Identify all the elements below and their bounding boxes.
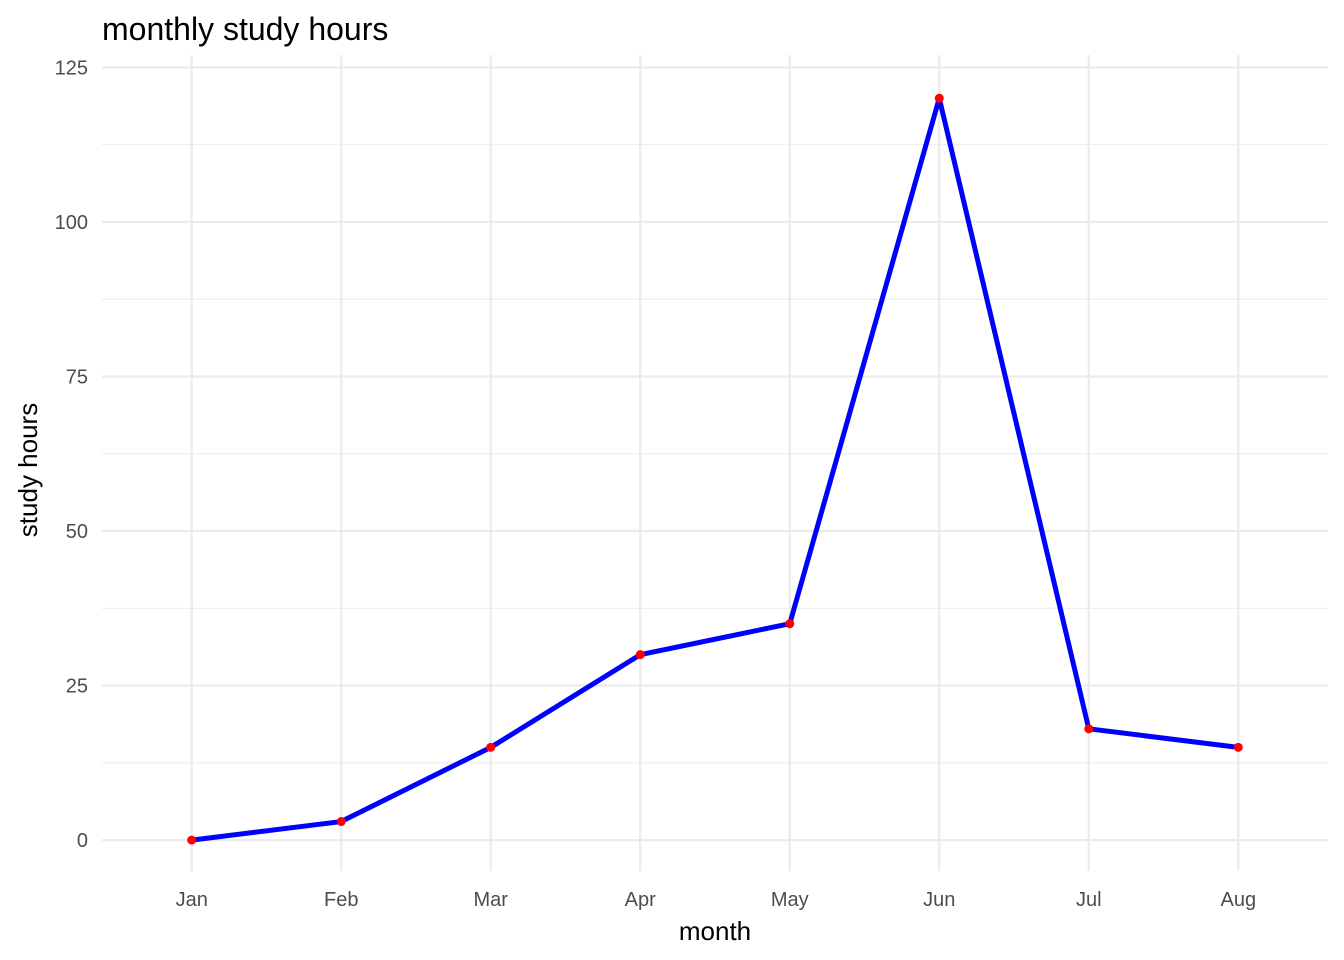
x-tick-label: Jun — [923, 889, 955, 911]
y-tick-label: 100 — [55, 212, 88, 234]
data-point — [1233, 742, 1243, 752]
x-axis-tick-labels: Jan Feb Mar Apr May Jun Jul Aug — [176, 889, 1257, 911]
minor-gridlines — [102, 144, 1328, 764]
chart-title: monthly study hours — [102, 11, 388, 47]
y-tick-label: 125 — [55, 57, 88, 79]
data-point — [785, 619, 795, 629]
data-point — [187, 835, 197, 845]
x-tick-label: Aug — [1220, 889, 1256, 911]
x-tick-label: Jul — [1076, 889, 1102, 911]
x-tick-label: Jan — [176, 889, 208, 911]
x-tick-label: Mar — [474, 889, 509, 911]
major-gridlines — [102, 55, 1328, 871]
data-point — [635, 650, 645, 660]
data-point — [934, 93, 944, 103]
data-point — [486, 742, 496, 752]
x-tick-label: Feb — [324, 889, 358, 911]
y-tick-label: 0 — [77, 830, 88, 852]
y-axis-tick-labels: 0 25 50 75 100 125 — [55, 57, 88, 852]
series-line — [191, 95, 1239, 843]
y-tick-label: 50 — [66, 521, 88, 543]
data-point — [336, 817, 346, 827]
x-tick-label: May — [771, 889, 809, 911]
x-tick-label: Apr — [625, 889, 656, 911]
y-axis-title: study hours — [13, 403, 43, 537]
y-tick-label: 75 — [66, 366, 88, 388]
series-layer — [187, 93, 1243, 845]
data-point — [1084, 724, 1094, 734]
x-axis-title: month — [679, 916, 751, 946]
y-tick-label: 25 — [66, 676, 88, 698]
